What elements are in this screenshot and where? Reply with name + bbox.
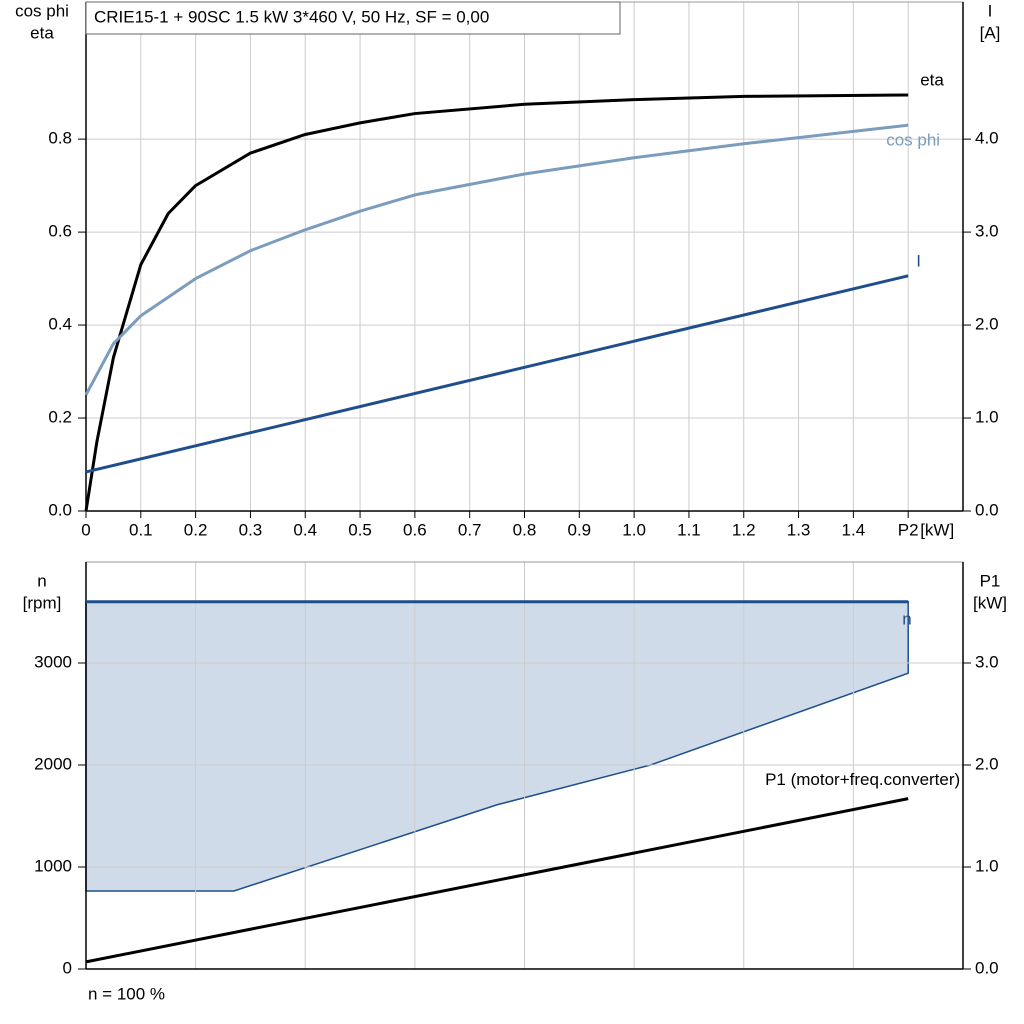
x-tick-label: 0.3: [239, 520, 263, 539]
x-axis-label: [kW]: [920, 520, 954, 539]
x-tick-label: P2: [898, 520, 919, 539]
series-label: cos phi: [886, 131, 940, 150]
x-tick-label: 0.6: [403, 520, 427, 539]
series-line: [85, 797, 909, 964]
x-tick-label: 1.3: [787, 520, 811, 539]
y-tick-label: 0: [63, 958, 72, 977]
y2-tick-label: 1.0: [975, 856, 999, 875]
y-tick-label: 0.0: [48, 500, 72, 519]
x-tick-label: 1.1: [677, 520, 701, 539]
series-label: I: [916, 251, 921, 270]
y2-axis-label: [kW]: [973, 593, 1007, 612]
x-tick-label: 0.9: [567, 520, 591, 539]
series-line: [84, 93, 909, 512]
y2-tick-label: 0.0: [975, 958, 999, 977]
y-tick-label: 3000: [34, 652, 72, 671]
series-line: [85, 274, 909, 474]
y2-axis-label: P1: [980, 571, 1001, 590]
y-tick-label: 0.2: [48, 408, 72, 427]
y2-axis-label: [A]: [980, 23, 1001, 42]
x-tick-label: 0: [81, 520, 90, 539]
note: n = 100 %: [88, 984, 165, 1003]
y2-tick-label: 0.0: [975, 500, 999, 519]
y-axis-label: n: [37, 571, 46, 590]
x-tick-label: 0.4: [293, 520, 317, 539]
y-tick-label: 0.4: [48, 315, 72, 334]
y2-tick-label: 2.0: [975, 754, 999, 773]
x-tick-label: 0.2: [184, 520, 208, 539]
x-tick-label: 1.2: [732, 520, 756, 539]
series-line: [84, 123, 909, 396]
y-axis-label: eta: [30, 23, 54, 42]
series-label: eta: [920, 70, 944, 89]
x-tick-label: 0.1: [129, 520, 153, 539]
x-tick-label: 0.5: [348, 520, 372, 539]
y-tick-label: 2000: [34, 754, 72, 773]
title-box: [85, 1, 621, 35]
series-label: P1 (motor+freq.converter): [765, 770, 960, 789]
y-axis-label: cos phi: [15, 1, 69, 20]
y2-tick-label: 4.0: [975, 129, 999, 148]
y-tick-label: 0.8: [48, 129, 72, 148]
y2-tick-label: 3.0: [975, 222, 999, 241]
y2-axis-label: I: [988, 1, 993, 20]
series-label: n: [902, 609, 911, 628]
y-tick-label: 0.6: [48, 222, 72, 241]
x-tick-label: 0.7: [458, 520, 482, 539]
y2-tick-label: 1.0: [975, 408, 999, 427]
y2-tick-label: 3.0: [975, 652, 999, 671]
chart-title: CRIE15-1 + 90SC 1.5 kW 3*460 V, 50 Hz, S…: [94, 7, 489, 26]
y-tick-label: 1000: [34, 856, 72, 875]
y2-tick-label: 2.0: [975, 315, 999, 334]
x-tick-label: 1.4: [842, 520, 866, 539]
speed-range-area: [85, 601, 909, 892]
x-tick-label: 1.0: [622, 520, 646, 539]
y-axis-label: [rpm]: [23, 593, 62, 612]
x-tick-label: 0.8: [513, 520, 537, 539]
